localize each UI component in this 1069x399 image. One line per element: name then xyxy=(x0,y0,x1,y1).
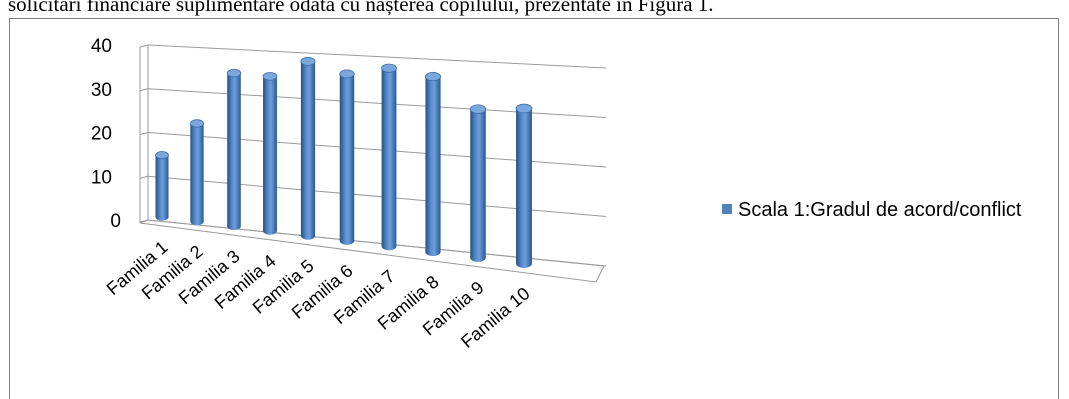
bar-top xyxy=(155,151,169,160)
bar-top xyxy=(226,69,242,78)
y-tick-label: 30 xyxy=(91,80,112,101)
bar-body xyxy=(227,73,241,227)
bar-series xyxy=(155,57,533,268)
legend-swatch xyxy=(722,204,732,214)
bar-body xyxy=(300,61,316,236)
bar-body xyxy=(263,76,277,231)
bar-familia-1 xyxy=(155,151,169,221)
gridline-20 xyxy=(147,132,607,168)
gridline-30 xyxy=(147,88,607,118)
bar-top xyxy=(381,63,397,73)
bar-familia-3 xyxy=(226,69,242,231)
gridline-10 xyxy=(147,175,607,217)
bar-body xyxy=(425,76,441,252)
bar-top xyxy=(300,57,316,66)
bar-familia-8 xyxy=(425,71,441,257)
bar-body xyxy=(155,155,169,217)
bar-body xyxy=(190,123,204,222)
bar-familia-4 xyxy=(262,72,278,235)
y-tick-label: 0 xyxy=(110,211,121,232)
bar-familia-10 xyxy=(515,103,533,268)
bar-top xyxy=(425,71,441,82)
bar-familia-7 xyxy=(381,63,397,251)
bar-top xyxy=(339,69,355,79)
y-tick-label: 10 xyxy=(91,167,112,188)
caption-text: solicitări financiare suplimentare odată… xyxy=(8,0,714,16)
bar-body xyxy=(470,109,486,258)
side-gridline-10 xyxy=(139,175,149,179)
plot-walls xyxy=(139,44,607,283)
legend: Scala 1:Gradul de acord/conflict xyxy=(722,199,1022,221)
bar-familia-2 xyxy=(189,119,205,226)
legend-label: Scala 1:Gradul de acord/conflict xyxy=(738,199,1022,221)
y-tick-label: 40 xyxy=(91,36,112,57)
bar-familia-9 xyxy=(469,104,487,262)
gridline-40 xyxy=(147,44,607,69)
bar-body xyxy=(381,68,397,247)
chart-frame xyxy=(9,18,1059,399)
bar-body xyxy=(516,108,532,264)
bar-top xyxy=(189,119,205,128)
side-gridline-40 xyxy=(139,44,149,48)
y-tick-label: 20 xyxy=(91,124,112,145)
bar-top xyxy=(262,72,278,81)
bar-top xyxy=(515,103,533,114)
side-gridline-30 xyxy=(139,88,149,92)
side-gridline-20 xyxy=(139,132,149,135)
bar-familia-5 xyxy=(300,57,316,240)
y-axis: 0 10 20 30 40 xyxy=(91,36,121,232)
bar-top xyxy=(469,104,487,114)
chart-floor xyxy=(139,219,605,283)
bar-familia-6 xyxy=(339,69,355,245)
bar-body xyxy=(339,73,355,241)
